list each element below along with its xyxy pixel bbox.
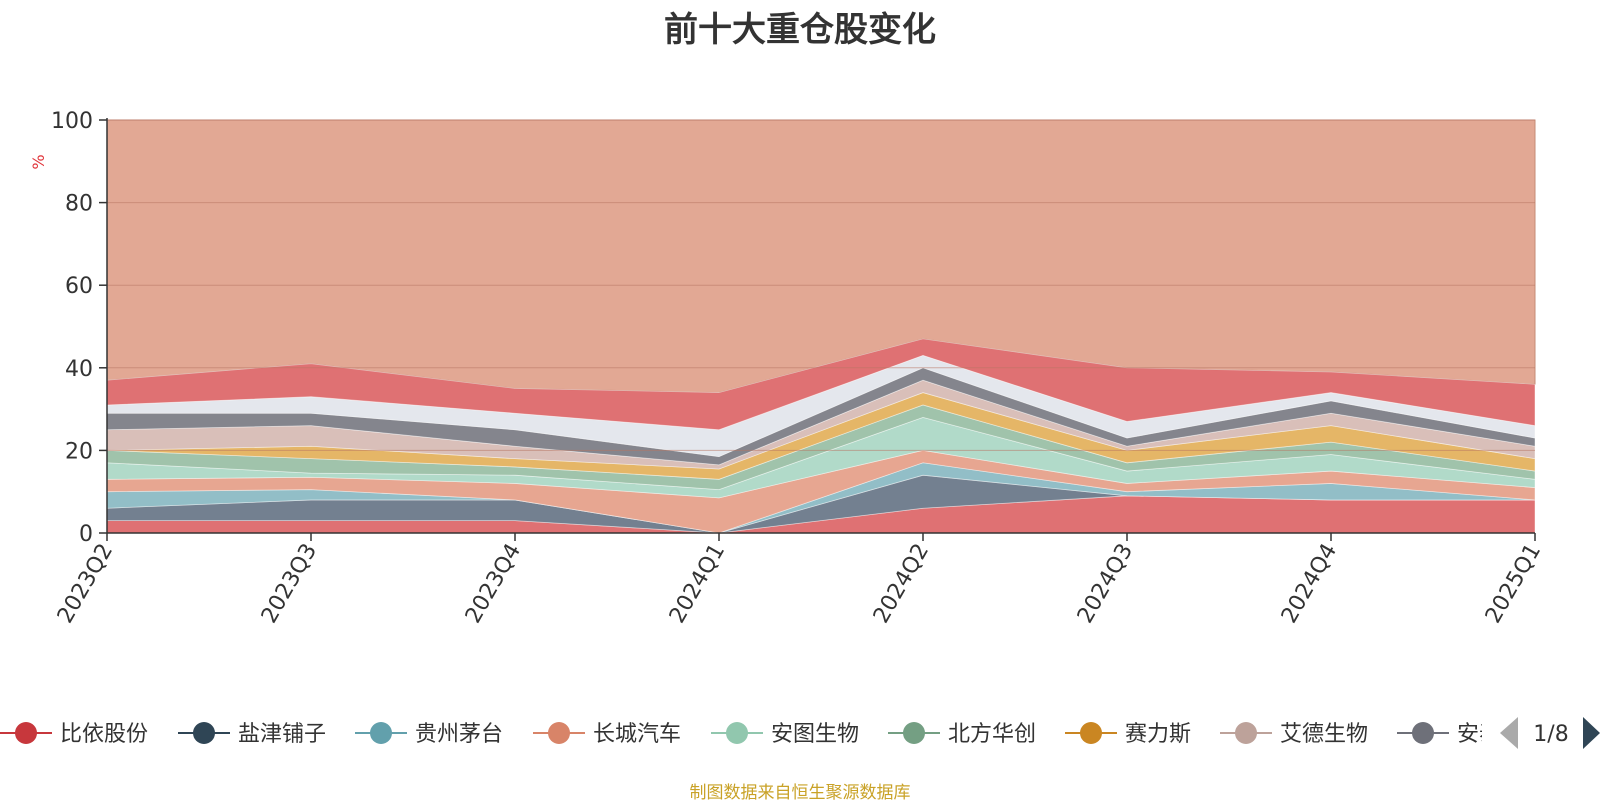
legend-label: 盐津铺子 <box>238 722 326 747</box>
y-tick-label: 80 <box>65 192 93 217</box>
grid-lines <box>107 119 1535 451</box>
source-footer: 制图数据来自恒生聚源数据库 <box>689 783 911 803</box>
y-tick-label: 20 <box>65 439 93 464</box>
legend-label: 赛力斯 <box>1125 722 1191 747</box>
legend-item[interactable]: 长城汽车 <box>533 722 681 747</box>
legend-marker-icon <box>726 722 748 744</box>
legend-next-icon[interactable] <box>1583 717 1600 749</box>
x-tick-label: 2024Q4 <box>1277 540 1342 628</box>
legend-item[interactable]: 安图生物 <box>711 722 859 747</box>
legend-marker-icon <box>903 722 925 744</box>
x-tick-label: 2024Q3 <box>1073 540 1138 628</box>
y-tick-label: 40 <box>65 357 93 382</box>
legend-item[interactable]: 北方华创 <box>888 722 1036 747</box>
y-tick-label: 0 <box>79 522 93 547</box>
y-tick-label: 100 <box>51 109 93 134</box>
x-tick-label: 2023Q3 <box>257 540 322 628</box>
legend-marker-icon <box>370 722 392 744</box>
legend-marker-icon <box>193 722 215 744</box>
legend-clip <box>1482 705 1600 765</box>
x-tick-label: 2025Q1 <box>1481 540 1546 628</box>
legend-label: 长城汽车 <box>593 722 681 747</box>
legend-marker-icon <box>1235 722 1257 744</box>
legend-page-indicator: 1/8 <box>1533 722 1568 747</box>
legend-item[interactable]: 艾德生物 <box>1220 722 1368 747</box>
legend-prev-icon[interactable] <box>1500 717 1518 749</box>
legend-label: 北方华创 <box>948 722 1036 747</box>
area-band-11 <box>106 338 1536 431</box>
legend-item[interactable]: 比依股份 <box>0 722 148 747</box>
legend-label: 安图生物 <box>771 722 859 747</box>
legend-item[interactable]: 贵州茅台 <box>355 722 503 747</box>
area-total <box>106 119 1536 394</box>
chart-title: 前十大重仓股变化 <box>664 10 936 50</box>
y-axis-unit: % <box>29 154 48 169</box>
x-tick-label: 2024Q2 <box>869 540 934 628</box>
legend-label: 贵州茅台 <box>415 722 503 747</box>
legend[interactable]: 比依股份 盐津铺子 贵州茅台 长城汽车 安图生物 北方华创 赛力斯 艾德生物 安泰 1/8 <box>0 705 1600 765</box>
x-tick-label: 2023Q4 <box>461 540 526 628</box>
legend-marker-icon <box>15 722 37 744</box>
legend-marker-icon <box>548 722 570 744</box>
legend-item[interactable]: 赛力斯 <box>1065 722 1191 747</box>
legend-marker-icon <box>1412 722 1434 744</box>
legend-item[interactable]: 盐津铺子 <box>178 722 326 747</box>
legend-marker-icon <box>1080 722 1102 744</box>
area-series-group <box>106 119 1536 534</box>
x-tick-label: 2023Q2 <box>53 540 118 628</box>
x-tick-label: 2024Q1 <box>665 540 730 628</box>
legend-label: 比依股份 <box>60 722 148 747</box>
y-tick-label: 60 <box>65 274 93 299</box>
legend-label: 艾德生物 <box>1280 722 1368 747</box>
